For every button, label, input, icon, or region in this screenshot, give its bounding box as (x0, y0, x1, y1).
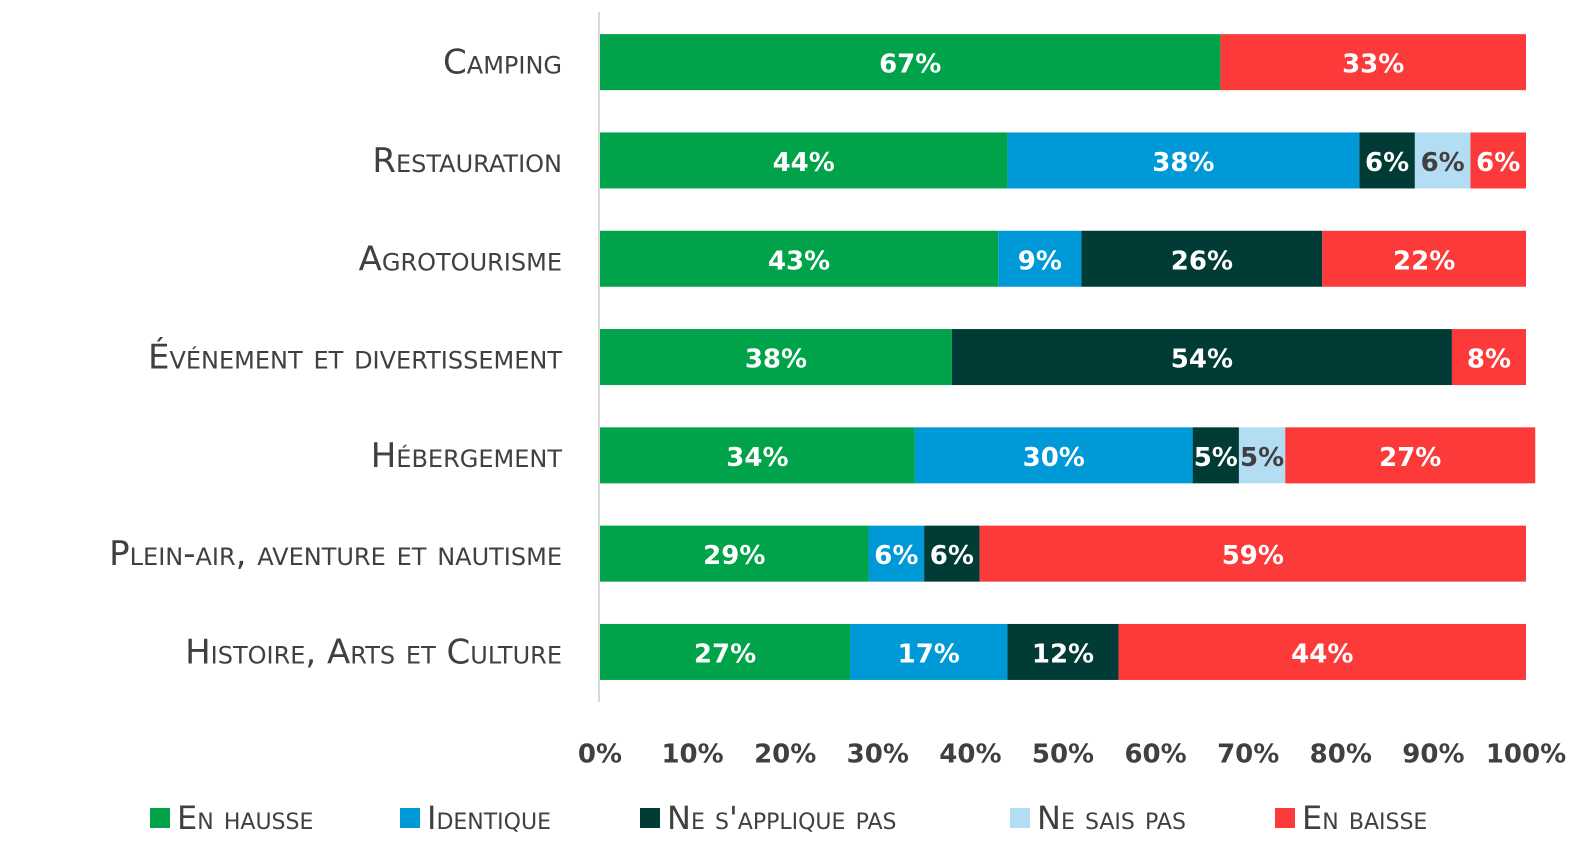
data-label: 6% (930, 541, 974, 571)
category-label: Histoire, Arts et Culture (185, 632, 562, 672)
data-label: 26% (1171, 246, 1233, 276)
data-label: 38% (745, 345, 807, 375)
data-label: 6% (874, 541, 918, 571)
bar-segment (600, 230, 999, 287)
data-label: 17% (898, 639, 960, 669)
category-label: Camping (443, 43, 562, 83)
x-tick-label: 10% (661, 740, 723, 770)
category-label: Hébergement (371, 436, 563, 476)
x-tick-label: 80% (1310, 740, 1372, 770)
data-label: 67% (879, 50, 941, 80)
data-label: 59% (1222, 541, 1284, 571)
bar-segment (914, 427, 1193, 484)
bar-segment (600, 329, 952, 386)
category-label: Plein-air, aventure et nautisme (109, 534, 562, 574)
data-label: 5% (1240, 443, 1284, 473)
bar-segment (1192, 427, 1239, 484)
data-label: 9% (1018, 246, 1062, 276)
legend-swatch (640, 808, 660, 828)
bar-segment (1238, 427, 1286, 484)
bar-segment (600, 132, 1008, 189)
data-label: 8% (1467, 345, 1511, 375)
bar-segment (1118, 623, 1526, 680)
x-tick-label: 20% (754, 740, 816, 770)
x-tick-label: 60% (1124, 740, 1186, 770)
bar-segment (979, 525, 1526, 582)
data-label: 27% (694, 639, 756, 669)
bar-segment (868, 525, 925, 582)
x-tick-label: 100% (1486, 740, 1566, 770)
legend-label: Ne s'applique pas (667, 799, 896, 837)
data-label: 54% (1171, 345, 1233, 375)
data-label: 38% (1152, 148, 1214, 178)
x-tick-label: 0% (578, 740, 622, 770)
data-label: 44% (1291, 639, 1353, 669)
data-label: 27% (1379, 443, 1441, 473)
bar-segment (600, 34, 1221, 91)
data-label: 43% (768, 246, 830, 276)
legend-swatch (1010, 808, 1030, 828)
bar-segment (924, 525, 980, 582)
bar-segment (1359, 132, 1415, 189)
legend-label: En hausse (177, 799, 313, 837)
bar-segment (1081, 230, 1323, 287)
data-label: 22% (1393, 246, 1455, 276)
x-tick-label: 40% (939, 740, 1001, 770)
x-tick-label: 90% (1402, 740, 1464, 770)
bar-segment (1470, 132, 1526, 189)
bar-segment (1322, 230, 1526, 287)
data-label: 6% (1476, 148, 1520, 178)
data-label: 12% (1032, 639, 1094, 669)
bar-segment (1007, 132, 1360, 189)
x-tick-label: 70% (1217, 740, 1279, 770)
bar-segment (951, 329, 1452, 386)
category-label: Événement et divertissement (148, 337, 562, 378)
legend-swatch (400, 808, 420, 828)
bar-segment (1414, 132, 1471, 189)
bar-segment (1220, 34, 1526, 91)
bar-segment (998, 230, 1082, 287)
data-label: 6% (1421, 148, 1465, 178)
category-label: Restauration (372, 141, 562, 181)
data-label: 30% (1023, 443, 1085, 473)
legend-swatch (1275, 808, 1295, 828)
data-label: 44% (773, 148, 835, 178)
bar-segment (850, 623, 1008, 680)
data-label: 33% (1342, 50, 1404, 80)
bar-segment (1007, 623, 1119, 680)
data-label: 5% (1194, 443, 1238, 473)
legend-swatch (150, 808, 170, 828)
x-tick-label: 50% (1032, 740, 1094, 770)
data-label: 34% (726, 443, 788, 473)
data-label: 29% (703, 541, 765, 571)
bar-segment (1451, 329, 1526, 386)
bar-segment (600, 525, 869, 582)
category-label: Agrotourisme (359, 239, 562, 279)
x-tick-label: 30% (847, 740, 909, 770)
data-label: 6% (1365, 148, 1409, 178)
legend-label: Ne sais pas (1037, 799, 1186, 837)
legend-label: Identique (427, 799, 551, 837)
bar-segment (600, 623, 851, 680)
bar-segment (1285, 427, 1536, 484)
legend-label: En baisse (1302, 799, 1427, 837)
bar-segment (600, 427, 915, 484)
